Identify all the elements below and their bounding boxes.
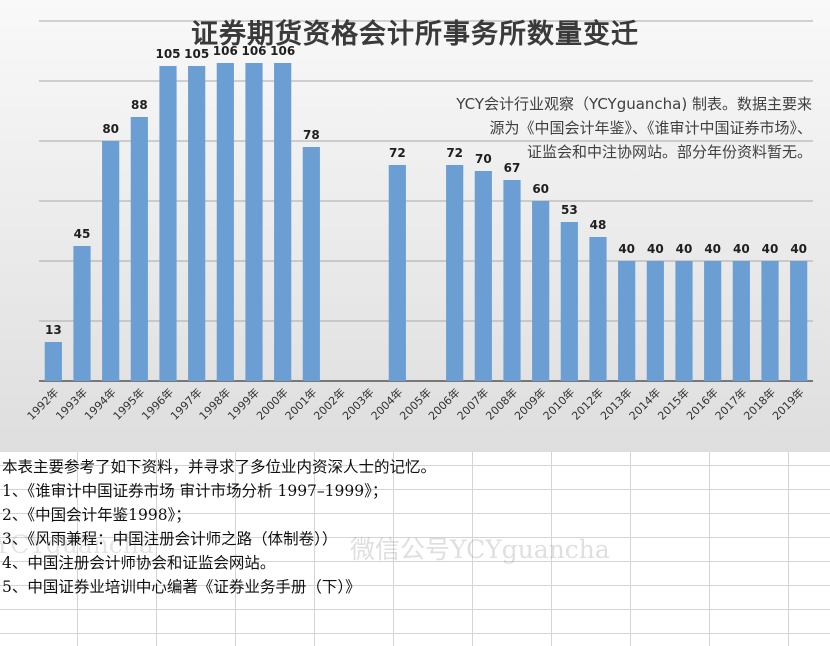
data-label: 45	[74, 227, 91, 241]
watermark: 微信公号YCYguancha	[350, 535, 610, 564]
bar-2007年	[474, 171, 492, 381]
source-item: 3、《风雨兼程：中国注册会计师之路（体制卷））	[2, 530, 338, 548]
data-label: 40	[647, 242, 664, 256]
bar-2018年	[761, 261, 779, 381]
data-label: 106	[213, 44, 238, 58]
data-label: 72	[446, 146, 463, 160]
data-label: 40	[762, 242, 779, 256]
bar-2010年	[560, 222, 578, 381]
data-label: 40	[676, 242, 693, 256]
bar-1997年	[188, 66, 206, 381]
data-label: 40	[790, 242, 807, 256]
source-item: 1、《谁审计中国证券市场 审计市场分析 1997–1999》；	[2, 482, 388, 500]
bar-2001年	[302, 147, 320, 381]
bar-2019年	[790, 261, 808, 381]
data-label: 105	[184, 47, 209, 61]
source-list: 本表主要参考了如下资料，并寻求了多位业内资深人士的记忆。 1、《谁审计中国证券市…	[0, 455, 830, 599]
bar-1995年	[130, 117, 148, 381]
note-line: YCY会计行业观察（YCYguancha) 制表。数据主要来	[456, 95, 812, 113]
bar-2013年	[618, 261, 636, 381]
data-label: 106	[270, 44, 295, 58]
data-label: 40	[704, 242, 721, 256]
data-label: 13	[45, 323, 62, 337]
source-item: 4、中国注册会计师协会和证监会网站。	[2, 554, 276, 572]
data-label: 72	[389, 146, 406, 160]
bar-1999年	[245, 63, 263, 381]
source-item: 5、中国证券业培训中心编著《证券业务手册（下）》	[2, 578, 361, 596]
bar-2004年	[388, 165, 406, 381]
bar-1996年	[159, 66, 177, 381]
x-tick-label: 2019年	[769, 385, 806, 422]
data-label: 106	[241, 44, 266, 58]
data-label: 80	[102, 122, 119, 136]
source-item: 2、《中国会计年鉴1998》；	[2, 506, 191, 524]
bar-2006年	[446, 165, 464, 381]
chart-area: 13 45 80 88 105 105 106 106 106 78 72 72 70 67 60 53 48 4…	[0, 0, 830, 452]
bar-1998年	[216, 63, 234, 381]
data-label: 40	[733, 242, 750, 256]
bar-2000年	[274, 63, 292, 381]
data-label: 48	[590, 218, 607, 232]
bar-1992年	[44, 342, 62, 381]
chart-note: YCY会计行业观察（YCYguancha) 制表。数据主要来 源为《中国会计年鉴…	[392, 92, 812, 164]
bar-2012年	[589, 237, 607, 381]
data-label: 105	[155, 47, 180, 61]
spreadsheet-grid	[0, 452, 830, 646]
bar-2014年	[646, 261, 664, 381]
bar-2015年	[675, 261, 693, 381]
source-intro: 本表主要参考了如下资料，并寻求了多位业内资深人士的记忆。	[2, 458, 437, 476]
data-label: 88	[131, 98, 148, 112]
bar-1993年	[73, 246, 91, 381]
bar-2016年	[704, 261, 722, 381]
bar-2009年	[532, 201, 550, 381]
bar-2017年	[732, 261, 750, 381]
data-label: 60	[532, 182, 549, 196]
bar-1994年	[102, 141, 120, 381]
data-label: 67	[504, 161, 521, 175]
data-label: 53	[561, 203, 578, 217]
note-line: 证监会和中注协网站。部分年份资料暂无。	[526, 143, 812, 161]
bar-2008年	[503, 180, 521, 381]
data-label: 78	[303, 128, 320, 142]
note-line: 源为《中国会计年鉴》、《谁审计中国证券市场》、	[489, 119, 812, 137]
chart-title: 证券期货资格会计所事务所数量变迁	[191, 19, 639, 50]
watermark-left: YCYguancha	[0, 530, 154, 559]
data-label: 40	[618, 242, 635, 256]
data-label: 70	[475, 152, 492, 166]
